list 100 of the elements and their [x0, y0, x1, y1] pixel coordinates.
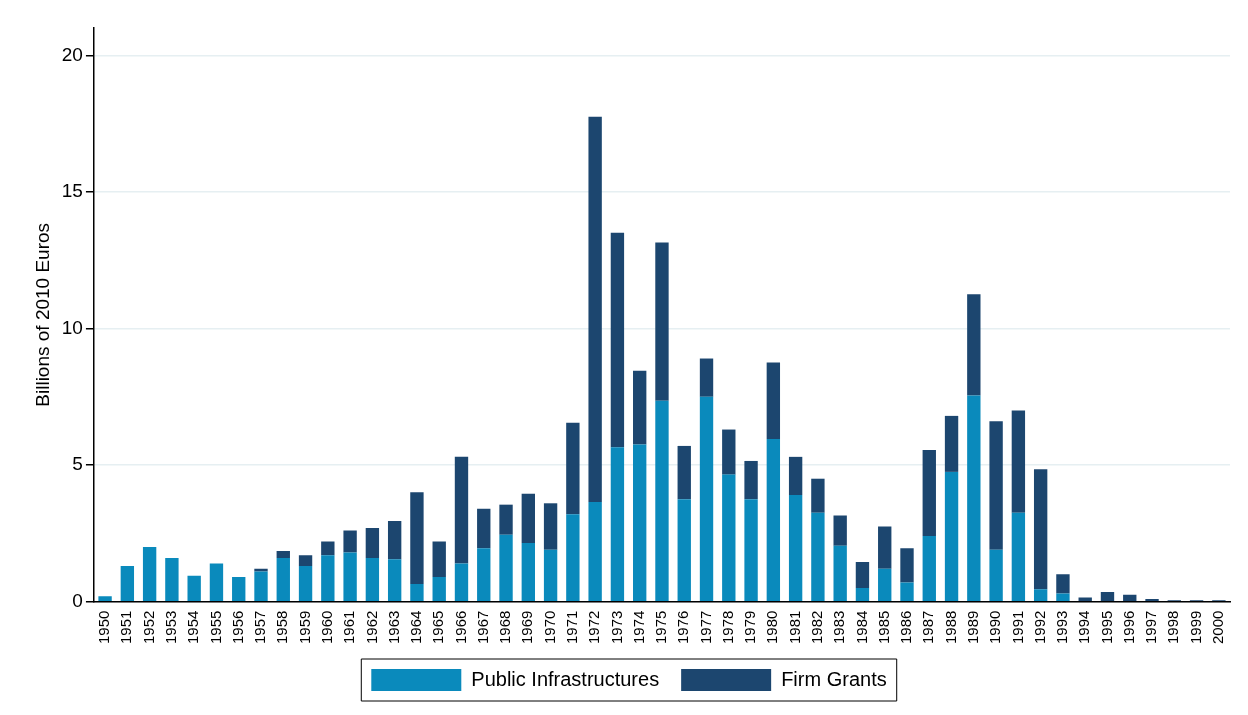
bar [989, 549, 1003, 601]
bar [1100, 592, 1115, 601]
bar [722, 474, 736, 601]
x-tick-label: 1968 [496, 610, 514, 645]
bar [788, 495, 803, 601]
bar [543, 503, 558, 550]
bar [699, 358, 714, 397]
x-tick-label: 1952 [139, 610, 157, 645]
y-tick-label: 0 [72, 589, 83, 611]
x-tick-label: 1984 [852, 610, 870, 645]
bar [944, 415, 959, 472]
bar [120, 566, 135, 601]
bar [944, 471, 959, 601]
x-tick-label: 1985 [874, 610, 892, 645]
bar [410, 583, 424, 601]
x-tick-label: 1979 [741, 610, 759, 645]
x-tick-label: 1955 [206, 610, 224, 645]
bar [321, 555, 335, 601]
bar [477, 548, 491, 601]
bar [232, 577, 246, 601]
bar [811, 512, 825, 601]
x-tick-label: 1973 [607, 610, 625, 645]
bar [298, 555, 313, 567]
bar [343, 530, 357, 553]
x-tick-label: 1956 [228, 610, 246, 645]
bar [833, 515, 847, 546]
bar [900, 582, 914, 601]
bar [922, 536, 936, 601]
bar [655, 400, 669, 601]
bar [432, 577, 446, 601]
x-tick-label: 1991 [1008, 610, 1026, 645]
x-tick-label: 2000 [1209, 610, 1226, 645]
x-tick-label: 1989 [963, 610, 981, 645]
bar [298, 566, 313, 601]
x-tick-label: 1966 [451, 610, 469, 645]
bar [1056, 593, 1070, 601]
bar [722, 429, 736, 475]
bar [187, 575, 201, 601]
x-tick-label: 1978 [718, 610, 736, 645]
bar [499, 504, 513, 535]
bar [967, 294, 981, 396]
x-tick-label: 1998 [1164, 610, 1182, 645]
bar [1033, 589, 1048, 601]
bar [343, 552, 357, 601]
y-tick-label: 20 [61, 43, 83, 65]
x-tick-label: 1988 [941, 610, 959, 645]
bar [610, 232, 625, 448]
bar [454, 563, 469, 601]
bar [499, 534, 513, 601]
x-tick-label: 1958 [273, 610, 291, 645]
x-tick-label: 1980 [763, 610, 781, 645]
bar [365, 557, 380, 601]
y-axis-title: Billions of 2010 Euros [31, 222, 53, 407]
bar [365, 527, 380, 558]
x-tick-label: 1951 [117, 610, 135, 645]
y-tick-label: 10 [61, 316, 83, 338]
x-tick-label: 1993 [1053, 610, 1071, 645]
bar [543, 549, 558, 601]
bar [989, 421, 1003, 550]
bar [410, 492, 424, 584]
bar [855, 587, 870, 601]
x-tick-label: 1997 [1142, 610, 1160, 645]
x-tick-label: 1972 [585, 610, 603, 645]
bar [766, 362, 781, 440]
x-tick-label: 1954 [184, 610, 202, 645]
x-tick-label: 1992 [1030, 610, 1048, 645]
x-tick-label: 1996 [1119, 610, 1137, 645]
x-tick-label: 1962 [362, 610, 380, 645]
x-tick-label: 1994 [1075, 610, 1093, 645]
x-tick-label: 1967 [473, 610, 491, 645]
x-tick-label: 1959 [295, 610, 313, 645]
x-tick-label: 1965 [429, 610, 447, 645]
bar [699, 396, 714, 601]
x-tick-label: 1963 [384, 610, 402, 645]
bar [633, 444, 647, 601]
x-tick-label: 1964 [407, 610, 425, 645]
bar [276, 557, 290, 601]
x-tick-label: 1974 [629, 610, 647, 645]
bar [321, 541, 335, 556]
bar [454, 456, 469, 564]
x-tick-label: 1971 [563, 610, 580, 645]
x-tick-label: 1999 [1186, 610, 1204, 645]
x-tick-label: 1981 [785, 610, 803, 645]
bar [521, 493, 535, 543]
bar [811, 478, 825, 513]
bar [521, 542, 535, 601]
bar [276, 551, 290, 558]
x-tick-label: 1960 [317, 610, 335, 645]
bar [254, 568, 268, 572]
bar [788, 456, 803, 496]
x-tick-label: 1977 [696, 610, 714, 645]
x-tick-label: 1987 [919, 610, 937, 645]
bar [1033, 469, 1048, 590]
y-tick-label: 5 [72, 453, 83, 475]
bar [209, 563, 224, 601]
bar [588, 501, 602, 601]
bar [142, 547, 157, 601]
x-tick-label: 1983 [830, 610, 848, 645]
bar [387, 559, 402, 601]
bar [165, 557, 179, 601]
